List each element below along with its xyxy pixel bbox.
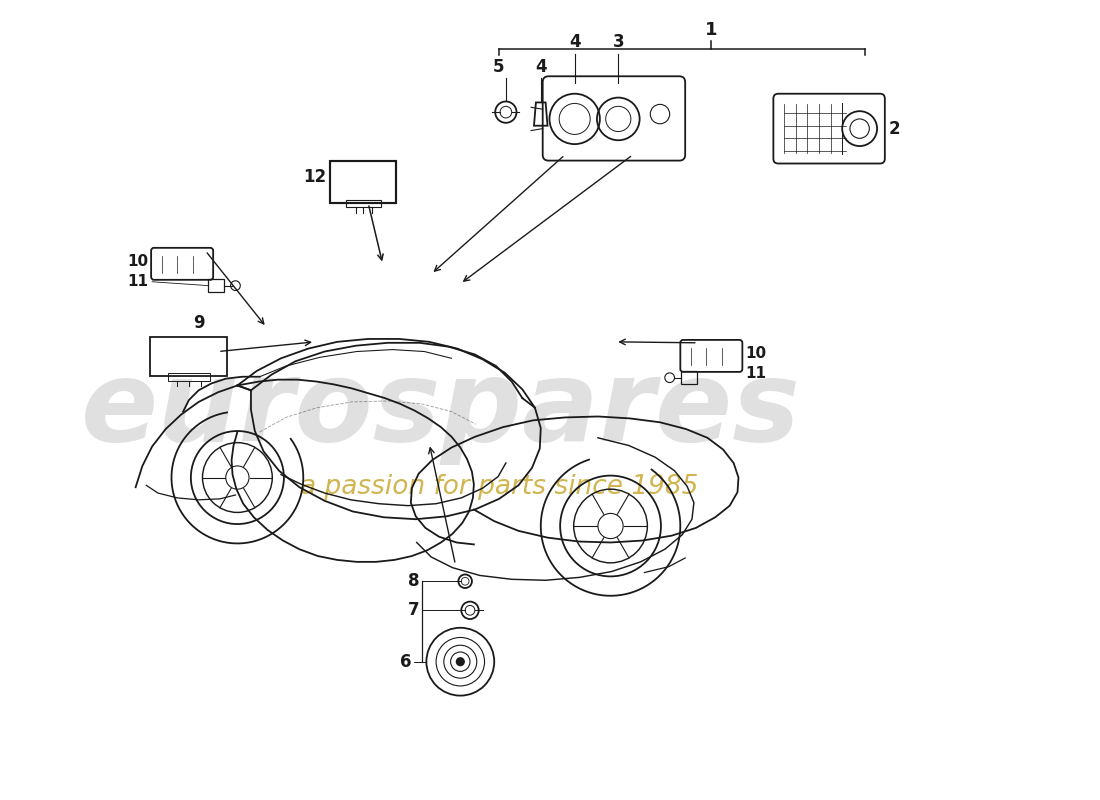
Text: 1: 1 xyxy=(705,22,717,39)
Text: 2: 2 xyxy=(889,120,900,138)
Text: 11: 11 xyxy=(746,366,767,382)
Text: 4: 4 xyxy=(569,33,581,51)
Text: 5: 5 xyxy=(493,58,504,76)
Text: 4: 4 xyxy=(535,58,547,76)
Text: 8: 8 xyxy=(408,572,419,590)
Text: 9: 9 xyxy=(192,314,205,332)
Bar xyxy=(681,371,696,385)
Text: 6: 6 xyxy=(400,653,411,670)
Text: 10: 10 xyxy=(128,254,148,269)
Text: a passion for parts since 1985: a passion for parts since 1985 xyxy=(300,474,698,500)
Bar xyxy=(208,279,223,293)
Circle shape xyxy=(456,658,464,666)
Text: 11: 11 xyxy=(128,274,148,290)
Text: 12: 12 xyxy=(304,168,327,186)
Text: 3: 3 xyxy=(613,33,624,51)
Bar xyxy=(345,200,381,207)
Text: 10: 10 xyxy=(746,346,767,361)
Text: eurospares: eurospares xyxy=(81,354,801,465)
Text: 7: 7 xyxy=(408,602,419,619)
Bar xyxy=(167,373,210,381)
